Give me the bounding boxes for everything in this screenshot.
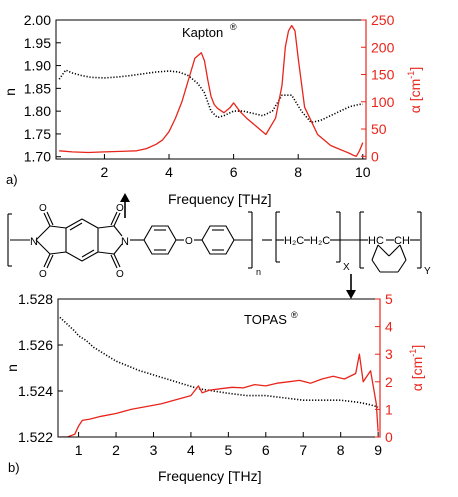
panel-a-y-tick-label: 1.95 — [24, 35, 51, 51]
panel-b-y-tick-label: 1.526 — [18, 337, 53, 353]
panel-b-title: TOPAS — [244, 312, 287, 327]
panel-b-x-tick-label: 4 — [187, 442, 195, 458]
panel-a-y-tick-label: 1.80 — [24, 103, 51, 119]
panel-b-y2-tick-label: 4 — [385, 319, 393, 335]
panel-a-y2-tick-label: 150 — [371, 67, 395, 83]
panel-b-y2-tick-label: 3 — [385, 346, 393, 362]
panel-b-y2-tick-label: 5 — [385, 291, 393, 307]
panel-b-ylabel-left: n — [4, 364, 20, 372]
kapton-subscript-n: n — [256, 267, 261, 277]
panel-a-y-tick-label: 1.75 — [24, 126, 51, 142]
panel-a-ylabel-right: α [cm-1] — [406, 67, 423, 113]
panel-b-x-tick-label: 7 — [299, 442, 307, 458]
kapton-atom-o-2: O — [39, 269, 47, 280]
panel-a-title-mark: ® — [230, 22, 237, 32]
panel-a-xlabel: Frequency [THz] — [168, 191, 271, 207]
kapton-atom-o-3: O — [116, 203, 124, 214]
panel-a-label: a) — [6, 172, 18, 187]
panel-a-x-tick-label: 4 — [165, 164, 173, 180]
panel-a-arrow — [120, 193, 130, 218]
panel-a-y2-tick-label: 0 — [371, 148, 379, 164]
panel-a-y-tick-label: 1.90 — [24, 58, 51, 74]
topas-structure — [262, 211, 422, 273]
panel-a-x-tick-label: 8 — [294, 164, 302, 180]
panel-b: 1 2 3 4 5 6 7 8 9 1.522 1.524 1.526 1.528 0 1 2 3 4 5 TOPA… — [4, 291, 425, 484]
panel-b-x-tick-label: 1 — [75, 442, 83, 458]
kapton-atom-n-left: N — [30, 236, 38, 248]
kapton-atom-n-right: N — [121, 236, 129, 248]
panel-a-ticks: 2 4 6 8 10 1.70 1.75 1.80 1.85 1.90 1.95 2.00 0 50 100… — [24, 12, 395, 180]
panel-a-series — [58, 24, 364, 157]
panel-b-refractive-index-line — [59, 316, 379, 408]
panel-b-y2-tick-label: 1 — [385, 401, 393, 417]
panel-a-x-tick-label: 2 — [101, 164, 109, 180]
panel-b-arrow — [346, 274, 356, 299]
kapton-atom-o-bridge: O — [185, 236, 193, 247]
panel-a-y2-tick-label: 250 — [371, 12, 395, 28]
panel-a-y-tick-label: 1.85 — [24, 80, 51, 96]
panel-a-y2-tick-label: 50 — [371, 121, 387, 137]
panel-b-title-mark: ® — [291, 310, 298, 320]
panel-a-y-tick-label: 1.70 — [24, 149, 51, 165]
chemical-structures: N N O O O O O n — [7, 203, 431, 299]
panel-a-ylabel-left: n — [2, 88, 18, 96]
topas-ch2-right: H₂C — [310, 235, 330, 247]
panel-b-series — [59, 316, 379, 437]
panel-a-absorption-line — [59, 24, 364, 157]
topas-ch2-left: H₂C — [284, 235, 304, 247]
panel-b-xlabel: Frequency [THz] — [158, 468, 261, 484]
topas-ch-right: CH — [394, 235, 410, 247]
topas-subscript-x: X — [343, 262, 350, 273]
panel-b-x-tick-label: 9 — [374, 442, 382, 458]
panel-b-x-tick-label: 6 — [262, 442, 270, 458]
panel-a-y-tick-label: 2.00 — [24, 12, 51, 28]
panel-b-x-tick-label: 5 — [224, 442, 232, 458]
panel-a: 2 4 6 8 10 1.70 1.75 1.80 1.85 1.90 1.95 2.00 0 50 100… — [2, 12, 423, 218]
panel-b-x-tick-label: 8 — [337, 442, 345, 458]
panel-b-y-tick-label: 1.522 — [18, 429, 53, 445]
panel-b-x-tick-label: 2 — [112, 442, 120, 458]
panel-b-x-tick-label: 3 — [150, 442, 158, 458]
topas-ch-left: HC — [368, 235, 384, 247]
panel-b-absorption-line — [59, 353, 379, 437]
panel-a-x-tick-label: 10 — [355, 164, 371, 180]
panel-a-x-tick-label: 6 — [230, 164, 238, 180]
topas-subscript-y: Y — [424, 266, 431, 277]
panel-b-label: b) — [8, 460, 20, 475]
panel-b-y-tick-label: 1.528 — [18, 291, 53, 307]
panel-a-y2-tick-label: 200 — [371, 39, 395, 55]
panel-b-frame — [57, 298, 381, 438]
panel-b-y-tick-label: 1.524 — [18, 383, 53, 399]
panel-b-ticks: 1 2 3 4 5 6 7 8 9 1.522 1.524 1.526 1.528 0 1 2 3 4 5 — [18, 291, 393, 458]
panel-a-y2-tick-label: 100 — [371, 94, 395, 110]
kapton-atom-o-4: O — [116, 269, 124, 280]
panel-b-ylabel-right: α [cm-1] — [408, 345, 425, 391]
panel-a-frame — [55, 19, 367, 160]
kapton-structure — [7, 211, 253, 269]
kapton-atom-o-1: O — [39, 203, 47, 214]
panel-a-title: Kapton — [182, 25, 223, 40]
panel-b-y2-tick-label: 2 — [385, 374, 393, 390]
panel-b-y2-tick-label: 0 — [385, 429, 393, 445]
